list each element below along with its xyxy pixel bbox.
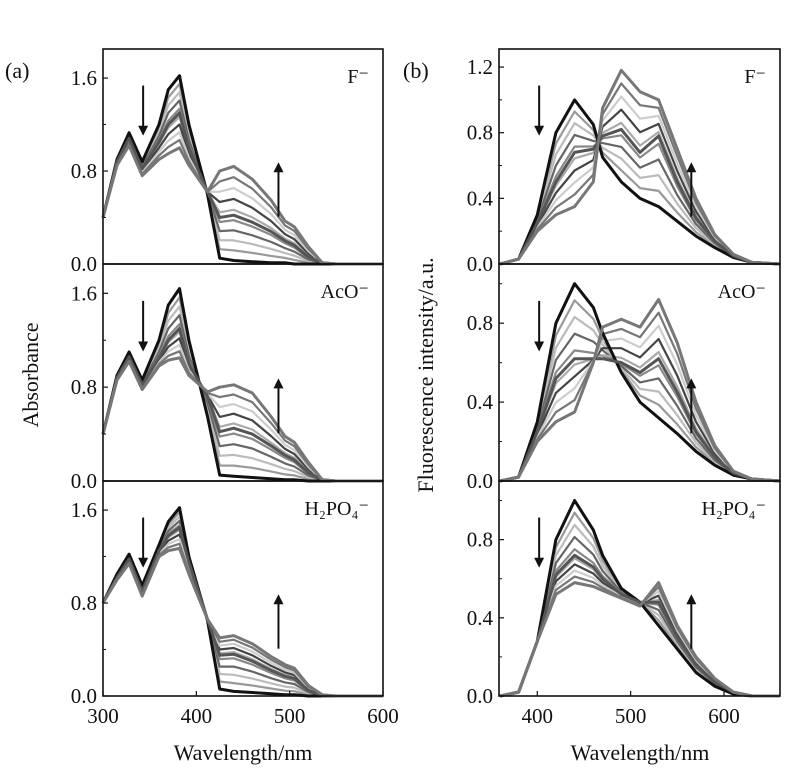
anion-label: H₂PO₄⁻ xyxy=(304,498,369,520)
subplot-a-0: 0.0 0.8 1.6 F⁻ xyxy=(71,48,384,276)
y-tick-label: 1.6 xyxy=(71,498,97,522)
curve-interp xyxy=(102,533,383,698)
y-tick-label: 1.2 xyxy=(467,55,493,79)
y-tick-label: 0.0 xyxy=(71,252,97,276)
subplot-b-0: 0.0 0.4 0.8 1.2 F⁻ xyxy=(467,48,781,276)
series-final xyxy=(101,356,383,483)
curve-interp xyxy=(101,343,383,483)
y-tick-label: 0.8 xyxy=(467,311,493,335)
series-final xyxy=(499,68,781,266)
series-initial xyxy=(499,98,781,266)
x-tick-label: 400 xyxy=(181,704,213,728)
series-final xyxy=(499,581,780,698)
series-mid xyxy=(499,357,781,483)
panel-b: 0.0 0.4 0.8 1.2 F⁻ 0.0 0.4 0.8 AcO⁻ 0.0 0.4 0.8 H₂PO… xyxy=(467,48,781,728)
y-tick-label: 0.0 xyxy=(467,469,493,493)
curve-interp xyxy=(102,538,383,698)
x-tick-label: 600 xyxy=(708,704,740,728)
curve-interp xyxy=(102,524,383,698)
y-tick-label: 0.4 xyxy=(467,606,494,630)
subplot-a-2: 0.0 0.8 1.6 H₂PO₄⁻ xyxy=(71,480,384,708)
subplot-b-2: 0.0 0.4 0.8 H₂PO₄⁻ xyxy=(467,480,781,708)
curve-interp xyxy=(499,82,781,266)
y-tick-label: 0.0 xyxy=(71,684,97,708)
interpolated-curves xyxy=(499,82,781,266)
y-tick-label: 0.0 xyxy=(467,252,493,276)
series-initial xyxy=(101,506,383,698)
series-mid xyxy=(499,553,780,698)
panel-b-ylabel: Fluorescence intensity/a.u. xyxy=(413,257,438,492)
curve-interp xyxy=(101,107,383,266)
subplot-b-1: 0.0 0.4 0.8 AcO⁻ xyxy=(467,263,781,493)
series-initial xyxy=(499,282,781,483)
series-mid xyxy=(499,127,781,266)
panel-b-label: (b) xyxy=(403,58,429,83)
panel-b-xlabel: Wavelength/nm xyxy=(571,740,710,765)
y-tick-label: 0.0 xyxy=(71,469,97,493)
anion-label: AcO⁻ xyxy=(718,281,766,303)
series-initial xyxy=(499,499,780,698)
y-tick-label: 0.8 xyxy=(467,121,493,145)
anion-label: H₂PO₄⁻ xyxy=(701,498,766,520)
y-tick-label: 0.8 xyxy=(71,375,97,399)
curve-interp xyxy=(102,542,383,698)
y-tick-label: 0.8 xyxy=(71,591,97,615)
curve-interp xyxy=(499,575,780,698)
y-tick-label: 1.6 xyxy=(71,66,97,90)
panel-a-xlabel: Wavelength/nm xyxy=(174,740,313,765)
interpolated-curves xyxy=(102,511,383,698)
series-final xyxy=(101,144,383,266)
x-tick-label: 600 xyxy=(367,704,399,728)
y-tick-label: 0.8 xyxy=(71,159,97,183)
anion-label: F⁻ xyxy=(744,66,766,88)
y-tick-label: 1.6 xyxy=(71,281,97,305)
curve-interp xyxy=(101,337,383,483)
y-tick-label: 0.4 xyxy=(467,390,494,414)
panel-a: 0.0 0.8 1.6 F⁻ 0.0 0.8 1.6 AcO⁻ 0.0 0.8 1.6 H₂PO₄⁻ 3… xyxy=(71,48,399,728)
y-tick-label: 0.0 xyxy=(467,684,493,708)
x-tick-label: 400 xyxy=(522,704,554,728)
curve-interp xyxy=(102,528,383,698)
curve-interp xyxy=(101,91,383,266)
x-tick-label: 500 xyxy=(615,704,647,728)
series-final xyxy=(499,298,781,483)
series-final xyxy=(101,546,383,698)
plot-frame xyxy=(498,480,781,697)
anion-label: AcO⁻ xyxy=(321,281,369,303)
x-tick-label: 500 xyxy=(274,704,306,728)
anion-label: F⁻ xyxy=(347,66,369,88)
series-mid xyxy=(101,111,383,266)
subplot-a-1: 0.0 0.8 1.6 AcO⁻ xyxy=(71,263,384,493)
panel-a-label: (a) xyxy=(5,58,29,83)
series-mid xyxy=(101,526,383,698)
curve-interp xyxy=(499,332,781,483)
panel-a-ylabel: Absorbance xyxy=(18,322,43,427)
y-tick-label: 0.8 xyxy=(467,528,493,552)
curve-interp xyxy=(499,95,781,266)
plot-frame xyxy=(102,480,384,697)
series-mid xyxy=(101,327,383,483)
y-tick-label: 0.4 xyxy=(467,186,494,210)
x-tick-label: 300 xyxy=(87,704,119,728)
curve-interp xyxy=(101,305,383,483)
curve-interp xyxy=(102,519,383,698)
curve-interp xyxy=(101,330,383,483)
